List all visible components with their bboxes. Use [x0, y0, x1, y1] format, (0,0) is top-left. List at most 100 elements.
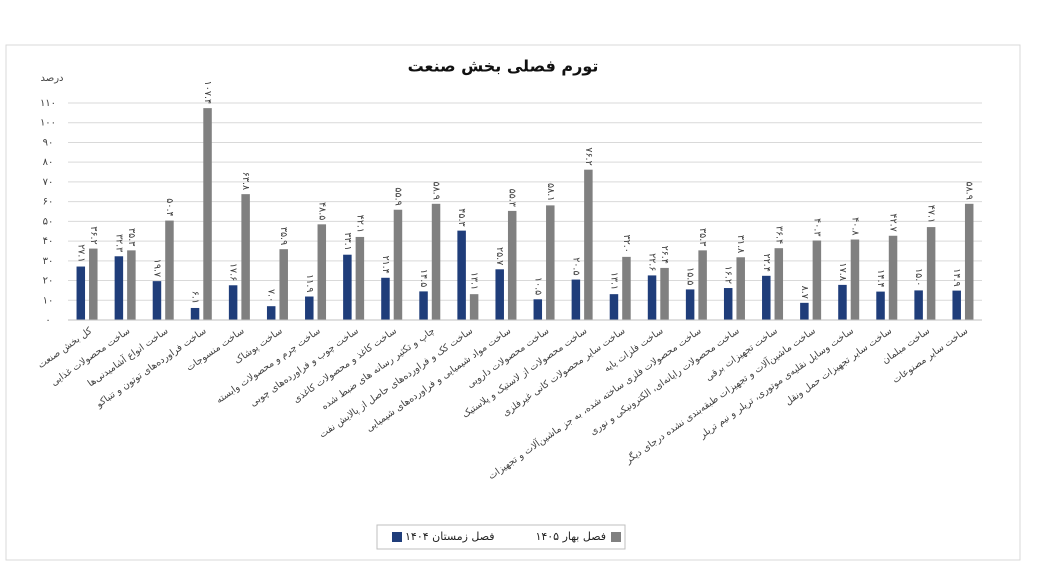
value-label: ۵۰.۴ [164, 198, 175, 216]
value-label: ۳۵.۹ [278, 227, 289, 245]
bar [152, 281, 162, 320]
bar [266, 306, 276, 320]
bar [457, 230, 466, 320]
value-label: ۸.۷ [799, 286, 810, 299]
value-label: ۲۲.۴ [761, 253, 772, 271]
bar [89, 248, 98, 320]
chart-title: تورم فصلی بخش صنعت [408, 57, 599, 76]
bar [76, 266, 86, 320]
value-label: ۱۹.۷ [151, 259, 162, 277]
value-label: ۴۷.۱ [926, 205, 937, 223]
bar [571, 279, 581, 320]
value-label: ۱۴.۹ [951, 268, 962, 286]
y-tick-label: ۷۰ [43, 177, 54, 188]
bar [952, 290, 961, 320]
value-label: ۴۲.۱ [354, 215, 365, 233]
bar [305, 296, 314, 320]
value-label: ۱۴.۵ [418, 269, 429, 287]
value-label: ۳۵.۳ [126, 228, 137, 246]
bar [393, 209, 403, 320]
bar [838, 284, 847, 320]
bar [736, 257, 745, 320]
y-tick-label: ۲۰ [43, 276, 54, 287]
bar [926, 227, 936, 320]
bar [355, 236, 365, 320]
value-label: ۴۲.۷ [888, 213, 899, 231]
value-label: ۲۶.۴ [659, 246, 670, 264]
y-tick-label: ۹۰ [43, 137, 54, 148]
y-tick-label: ۸۰ [43, 157, 54, 168]
bar [127, 250, 136, 320]
value-label: ۴۵.۳ [456, 208, 467, 226]
value-label: ۱۰۷.۴ [202, 81, 213, 104]
legend-label: فصل زمستان ۱۴۰۴ [405, 530, 495, 543]
value-label: ۱۷.۸ [837, 263, 848, 281]
value-label: ۱۵.۰ [913, 268, 924, 286]
y-tick-label: ۰ [45, 315, 50, 326]
value-label: ۳۱.۸ [735, 235, 746, 253]
value-label: ۴۸.۵ [316, 202, 327, 220]
bar [469, 294, 479, 320]
legend-label: فصل بهار ۱۴۰۵ [535, 530, 606, 543]
bar [914, 290, 923, 320]
value-label: ۳۵.۳ [697, 228, 708, 246]
y-tick-label: ۴۰ [43, 236, 54, 247]
y-tick-label: ۱۱۰ [40, 98, 56, 109]
value-label: ۲۵.۷ [494, 247, 505, 265]
value-label: ۷۶.۲ [583, 147, 594, 165]
bar [241, 194, 250, 320]
legend [376, 524, 626, 550]
value-label: ۵۸.۹ [431, 181, 442, 199]
y-tick-label: ۳۰ [43, 256, 54, 267]
bar [279, 249, 288, 320]
bar [850, 239, 860, 320]
value-label: ۶۳.۸ [240, 172, 251, 190]
y-tick-label: ۶۰ [43, 197, 54, 208]
y-axis-label: درصد [40, 73, 63, 84]
value-label: ۵۵.۹ [392, 187, 403, 205]
bar [546, 205, 555, 320]
value-label: ۲۷.۱ [75, 244, 86, 262]
value-label: ۷.۰ [266, 289, 277, 302]
value-label: ۱۵.۵ [685, 267, 696, 285]
value-label: ۳۲.۳ [113, 234, 124, 252]
value-label: ۴۰.۸ [849, 217, 860, 235]
bar [228, 285, 238, 320]
bar [762, 275, 771, 320]
value-label: ۱۶.۲ [723, 266, 734, 284]
value-label: ۲۱.۴ [380, 255, 391, 273]
value-label: ۱۴.۴ [875, 269, 886, 287]
bar [431, 203, 441, 320]
bar [609, 294, 619, 320]
value-label: ۵۵.۳ [507, 189, 518, 207]
value-label: ۲۲.۶ [647, 253, 658, 271]
bar [190, 307, 200, 320]
value-label: ۱۷.۶ [228, 263, 239, 281]
bar [317, 224, 327, 320]
legend-swatch [611, 532, 621, 542]
bar [419, 291, 428, 320]
value-label: ۳۲.۰ [621, 235, 632, 253]
value-label: ۵۸.۹ [964, 181, 975, 199]
y-tick-label: ۱۰۰ [40, 118, 56, 129]
bar [660, 267, 669, 320]
value-label: ۳۳.۱ [342, 232, 353, 250]
bar [698, 250, 707, 320]
value-label: ۱۳.۱ [608, 272, 619, 290]
bar [964, 203, 974, 320]
value-label: ۳۶.۴ [773, 226, 784, 244]
bar [495, 269, 504, 320]
bar [507, 210, 517, 320]
bar [888, 235, 898, 320]
bar [533, 299, 543, 320]
value-label: ۱۱.۹ [304, 274, 315, 292]
bar [800, 302, 809, 320]
bar [381, 277, 390, 320]
value-label: ۶.۱ [190, 291, 201, 304]
bar [622, 256, 631, 320]
value-label: ۱۳.۱ [469, 272, 480, 290]
legend-swatch [392, 532, 402, 542]
bar [343, 254, 352, 320]
y-tick-label: ۱۰ [43, 295, 54, 306]
